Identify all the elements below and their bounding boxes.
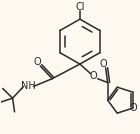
Text: O: O bbox=[100, 59, 108, 69]
Text: O: O bbox=[90, 71, 98, 81]
Text: O: O bbox=[33, 57, 41, 67]
Text: NH: NH bbox=[21, 81, 36, 92]
Text: O: O bbox=[130, 103, 137, 113]
Text: Cl: Cl bbox=[75, 1, 85, 12]
